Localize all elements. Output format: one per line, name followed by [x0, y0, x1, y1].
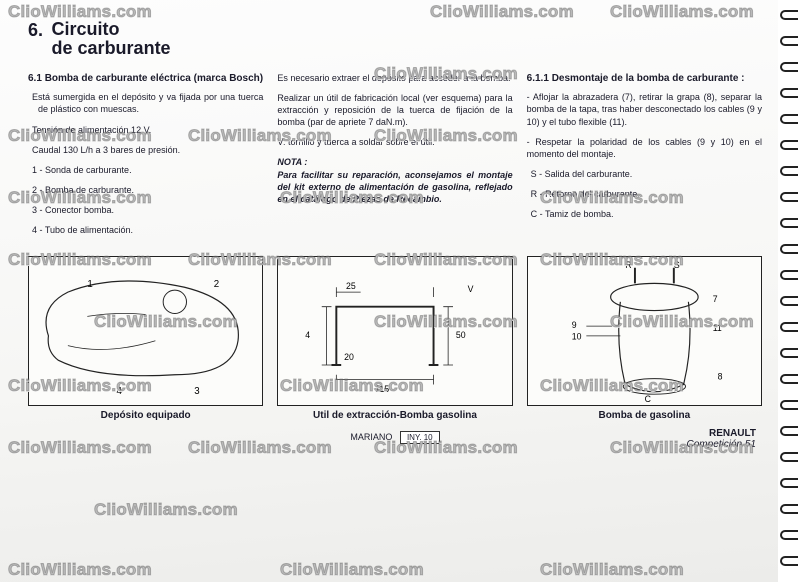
- binding-ring: [780, 426, 798, 436]
- column-left: 6.1 Bomba de carburante eléctrica (marca…: [28, 72, 263, 245]
- figure-1: 1 2 3 4 Depósito equipado: [28, 256, 263, 421]
- binding-ring: [780, 452, 798, 462]
- brand-line-2: Competición 51: [687, 439, 756, 450]
- pump-sketch-icon: R S C 7 8 9 10 11: [528, 257, 761, 405]
- tool-sketch-icon: 25 4 20 115 V 50: [278, 257, 511, 405]
- binding-ring: [780, 166, 798, 176]
- binding-ring: [780, 348, 798, 358]
- binding-ring: [780, 114, 798, 124]
- column-mid: Es necesario extraer el depósito para ac…: [277, 72, 512, 245]
- left-list-2: 3 - Conector bomba.: [28, 204, 263, 216]
- left-para-1: Tensión de alimentación 12 V.: [28, 124, 263, 136]
- subhead-6-1-1: 6.1.1 Desmontaje de la bomba de carburan…: [527, 72, 762, 86]
- left-list-0: 1 - Sonda de carburante.: [28, 164, 263, 176]
- svg-text:C: C: [644, 394, 650, 404]
- section-title-text: Circuito de carburante: [52, 20, 171, 58]
- binding-ring: [780, 530, 798, 540]
- title-line-1: Circuito: [52, 19, 120, 39]
- column-right: 6.1.1 Desmontaje de la bomba de carburan…: [527, 72, 762, 245]
- binding-ring: [780, 478, 798, 488]
- binding-ring: [780, 244, 798, 254]
- subhead-6-1: 6.1 Bomba de carburante eléctrica (marca…: [28, 72, 263, 86]
- mid-para-2: V: tornillo y tuerca a soldar sobre el ú…: [277, 136, 512, 148]
- title-line-2: de carburante: [52, 38, 171, 58]
- svg-text:11: 11: [712, 323, 721, 333]
- binding-ring: [780, 140, 798, 150]
- figure-3: R S C 7 8 9 10 11 Bomba de gasolina: [527, 256, 762, 421]
- svg-text:4: 4: [306, 330, 311, 340]
- right-list-1: R - Retorno del carburante.: [527, 188, 762, 200]
- svg-text:7: 7: [712, 294, 717, 304]
- left-list-3: 4 - Tubo de alimentación.: [28, 224, 263, 236]
- brand-line-1: RENAULT: [709, 428, 756, 439]
- svg-text:25: 25: [346, 282, 356, 292]
- svg-text:10: 10: [571, 332, 581, 342]
- binding-ring: [780, 192, 798, 202]
- subhead-num: 6.1: [28, 73, 42, 84]
- columns: 6.1 Bomba de carburante eléctrica (marca…: [28, 72, 762, 245]
- figure-2: 25 4 20 115 V 50 Util de extracción-Bomb…: [277, 256, 512, 421]
- svg-text:115: 115: [376, 385, 390, 395]
- left-list-1: 2 - Bomba de carburante.: [28, 184, 263, 196]
- subhead-text-r: Desmontaje de la bomba de carburante :: [552, 73, 745, 84]
- svg-text:R: R: [625, 260, 631, 270]
- svg-text:4: 4: [116, 387, 122, 398]
- footer: MARIANO INY. 10 RENAULT Competición 51: [28, 431, 762, 444]
- footer-brand: RENAULT Competición 51: [687, 428, 756, 450]
- figure-1-box: 1 2 3 4: [28, 256, 263, 406]
- spiral-binding: [778, 0, 800, 582]
- subhead-num-r: 6.1.1: [527, 73, 549, 84]
- binding-ring: [780, 218, 798, 228]
- svg-text:9: 9: [571, 320, 576, 330]
- nota-label: NOTA :: [277, 156, 512, 168]
- figure-1-caption: Depósito equipado: [28, 406, 263, 421]
- mid-para-1: Realizar un útil de fabricación local (v…: [277, 92, 512, 128]
- right-list-2: C - Tamiz de bomba.: [527, 208, 762, 220]
- left-para-2: Caudal 130 L/h a 3 bares de presión.: [28, 144, 263, 156]
- binding-ring: [780, 10, 798, 20]
- svg-text:50: 50: [456, 330, 466, 340]
- svg-text:8: 8: [717, 372, 722, 382]
- figure-2-box: 25 4 20 115 V 50: [277, 256, 512, 406]
- nota-body: Para facilitar su reparación, aconsejamo…: [277, 169, 512, 205]
- figure-2-caption: Util de extracción-Bomba gasolina: [277, 406, 512, 421]
- right-list-0: S - Salida del carburante.: [527, 168, 762, 180]
- binding-ring: [780, 88, 798, 98]
- right-para-1: - Respetar la polaridad de los cables (9…: [527, 136, 762, 160]
- svg-text:2: 2: [214, 280, 219, 291]
- binding-ring: [780, 504, 798, 514]
- tank-sketch-icon: 1 2 3 4: [29, 257, 262, 405]
- subhead-text: Bomba de carburante eléctrica (marca Bos…: [45, 73, 263, 84]
- section-title: 6. Circuito de carburante: [28, 20, 762, 58]
- figure-row: 1 2 3 4 Depósito equipado 25 4 20: [28, 256, 762, 421]
- right-para-0: - Aflojar la abrazadera (7), retirar la …: [527, 91, 762, 127]
- binding-ring: [780, 556, 798, 566]
- binding-ring: [780, 270, 798, 280]
- binding-ring: [780, 322, 798, 332]
- figure-3-caption: Bomba de gasolina: [527, 406, 762, 421]
- footer-author: MARIANO: [350, 432, 392, 442]
- svg-text:3: 3: [194, 387, 199, 398]
- footer-page-label: INY. 10: [400, 431, 440, 444]
- svg-text:1: 1: [87, 280, 92, 291]
- binding-ring: [780, 36, 798, 46]
- section-number: 6.: [28, 20, 43, 41]
- left-para-0: Está sumergida en el depósito y va fijad…: [28, 91, 263, 115]
- binding-ring: [780, 296, 798, 306]
- mid-para-0: Es necesario extraer el depósito para ac…: [277, 72, 512, 84]
- svg-text:S: S: [673, 260, 679, 270]
- page: 6. Circuito de carburante 6.1 Bomba de c…: [0, 0, 780, 582]
- binding-ring: [780, 374, 798, 384]
- binding-ring: [780, 62, 798, 72]
- figure-3-box: R S C 7 8 9 10 11: [527, 256, 762, 406]
- binding-ring: [780, 400, 798, 410]
- svg-text:20: 20: [344, 353, 354, 363]
- svg-text:V: V: [468, 285, 474, 295]
